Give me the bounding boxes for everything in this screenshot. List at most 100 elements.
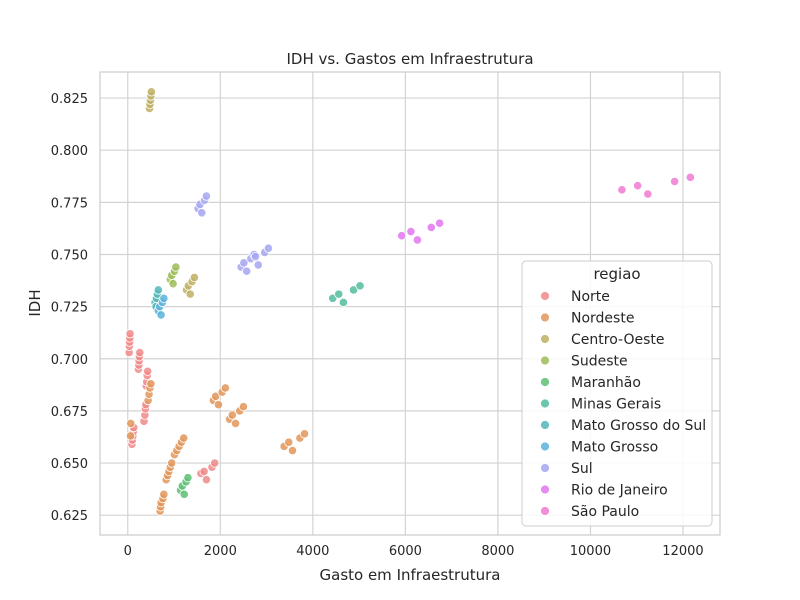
series-1 [125,379,310,516]
data-point [171,262,181,272]
legend-label: Centro-Oeste [571,332,665,348]
data-point [135,347,145,358]
series-3 [165,262,181,289]
y-tick-label: 0.650 [51,457,88,472]
series-9 [397,218,445,245]
data-point [435,218,445,228]
data-point [239,258,249,268]
x-tick-label: 8000 [481,544,514,559]
data-point [126,418,136,429]
data-point [197,208,207,218]
data-point [355,281,365,291]
data-point [227,410,237,420]
data-point [412,235,423,245]
data-point [125,329,135,339]
data-point [397,231,407,241]
legend-marker [540,506,550,516]
data-point [185,289,195,299]
series-7 [153,293,169,320]
legend-label: Maranhão [571,375,641,391]
data-point [230,418,241,429]
legend-marker [540,420,550,430]
data-point [406,226,416,237]
data-point [183,473,193,483]
legend-label: Sul [571,461,593,477]
legend-label: Mato Grosso do Sul [571,418,706,434]
data-point [238,402,249,412]
legend-marker [540,441,550,452]
data-point [167,458,177,468]
plot-frame [99,71,721,536]
x-axis-label: Gasto em Infraestrutura [320,566,501,584]
x-tick-label: 12000 [662,544,703,559]
data-point [242,266,252,276]
series-8 [193,191,274,276]
series-4 [175,473,193,499]
legend-label: Rio de Janeiro [571,483,668,499]
legend-marker [540,334,550,344]
legend-label: Minas Gerais [571,397,661,413]
legend-label: São Paulo [571,504,639,520]
data-point [146,379,156,389]
legend-marker [540,484,550,495]
data-point [146,87,156,97]
data-point [153,285,163,295]
y-tick-label: 0.750 [51,248,88,263]
data-point [284,437,294,447]
legend-label: Nordeste [571,311,634,327]
data-point [334,289,344,299]
x-tick-label: 10000 [570,544,611,559]
data-point [211,391,221,401]
x-tick-label: 2000 [204,544,237,559]
x-tick-label: 4000 [296,544,329,559]
data-point [338,297,348,308]
data-point [633,181,643,191]
y-tick-label: 0.700 [51,353,88,368]
legend-marker [540,463,550,473]
legend-marker [540,291,550,301]
y-tick-labels: 0.625 0.650 0.675 0.700 0.725 0.750 0.775 0.800… [51,92,88,524]
chart-title: IDH vs. Gastos em Infraestrutura [286,50,533,68]
data-point [143,366,153,376]
series-5 [328,281,365,308]
x-tick-label: 6000 [389,544,422,559]
data-point [253,260,263,270]
data-point [287,445,298,456]
data-point [299,429,310,439]
series-0 [124,329,220,485]
data-point [159,489,169,499]
legend-marker [540,398,550,409]
legend-label: Norte [571,289,610,305]
data-point [168,279,178,289]
x-tick-label: 0 [124,544,132,559]
x-tick-labels: 0 2000 4000 6000 8000 10000 12000 [124,544,704,559]
y-tick-label: 0.825 [51,92,88,107]
y-axis-label: IDH [26,289,44,316]
data-point [250,251,261,262]
legend-box [521,260,713,527]
legend-marker [540,312,550,323]
data-point [201,475,212,485]
legend-marker [540,355,550,366]
data-point [617,185,627,195]
data-point [685,172,695,182]
data-point [179,433,189,443]
data-point [201,191,212,201]
legend-label: Sudeste [571,354,628,370]
data-point [156,310,166,320]
data-point [213,400,224,410]
data-point [643,189,653,199]
y-tick-label: 0.800 [51,144,88,159]
data-point [159,293,169,303]
y-tick-label: 0.725 [51,301,88,316]
y-tick-label: 0.675 [51,405,88,420]
data-point [263,243,274,253]
data-point [125,431,136,441]
series-10 [617,172,695,199]
data-point [220,383,230,393]
data-point [199,466,209,476]
data-point [426,222,436,232]
data-point [670,176,680,187]
legend: regiao Norte Nordeste Centro-Oeste Sudeste M… [521,260,713,527]
